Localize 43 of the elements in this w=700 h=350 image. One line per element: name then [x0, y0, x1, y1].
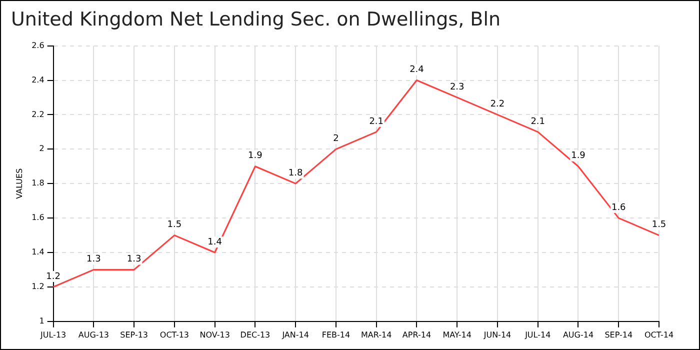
data-label: 1.3: [86, 254, 101, 265]
data-label: 2.1: [369, 116, 384, 127]
x-tick-label: JUL-13: [40, 330, 66, 340]
x-tick-label: APR-14: [402, 330, 432, 340]
data-label: 2.3: [450, 82, 464, 92]
x-tick-label: OCT-14: [644, 330, 674, 340]
data-label: 1.4: [208, 237, 222, 248]
data-label: 1.5: [167, 220, 182, 230]
x-tick-label: AUG-13: [78, 330, 109, 340]
y-tick-label: 2.2: [32, 110, 44, 119]
y-tick-label: 1.8: [32, 178, 44, 188]
chart-title: United Kingdom Net Lending Sec. on Dwellings, Bln: [11, 8, 501, 30]
data-label: 1.9: [248, 151, 263, 162]
y-tick-label: 1: [39, 316, 44, 326]
data-label: 1.8: [288, 168, 304, 178]
x-tick-label: AUG-14: [562, 330, 594, 340]
x-tick-label: SEP-13: [120, 330, 148, 340]
x-tick-label: SEP-14: [604, 330, 633, 340]
data-label: 1.9: [571, 151, 586, 162]
x-tick-label: MAY-14: [442, 330, 472, 340]
y-tick-label: 1.4: [32, 248, 44, 257]
x-tick-label: JAN-14: [281, 330, 309, 340]
data-label: 1.5: [652, 220, 666, 230]
data-label: 1.3: [126, 254, 142, 265]
x-tick-label: DEC-13: [240, 330, 270, 340]
y-tick-label: 1.2: [32, 282, 44, 292]
x-tick-label: JUL-14: [524, 330, 551, 340]
data-label: 1.6: [611, 202, 626, 213]
data-label: 2.4: [410, 65, 424, 76]
y-tick-label: 2.4: [32, 75, 44, 84]
x-tick-label: NOV-13: [200, 330, 230, 340]
x-tick-label: MAR-14: [361, 330, 392, 340]
y-tick-label: 1.6: [32, 213, 44, 222]
data-label: 2.2: [490, 100, 505, 110]
y-axis-title: VALUES: [14, 168, 24, 199]
y-tick-label: 2: [39, 144, 44, 154]
x-tick-label: FEB-14: [322, 330, 350, 340]
y-tick-label: 2.6: [32, 40, 44, 50]
x-tick-label: OCT-13: [160, 330, 190, 340]
data-label: 2.1: [530, 116, 546, 127]
data-label: 1.2: [46, 272, 60, 282]
data-label: 2: [333, 134, 339, 144]
x-tick-label: JUN-14: [482, 330, 512, 340]
